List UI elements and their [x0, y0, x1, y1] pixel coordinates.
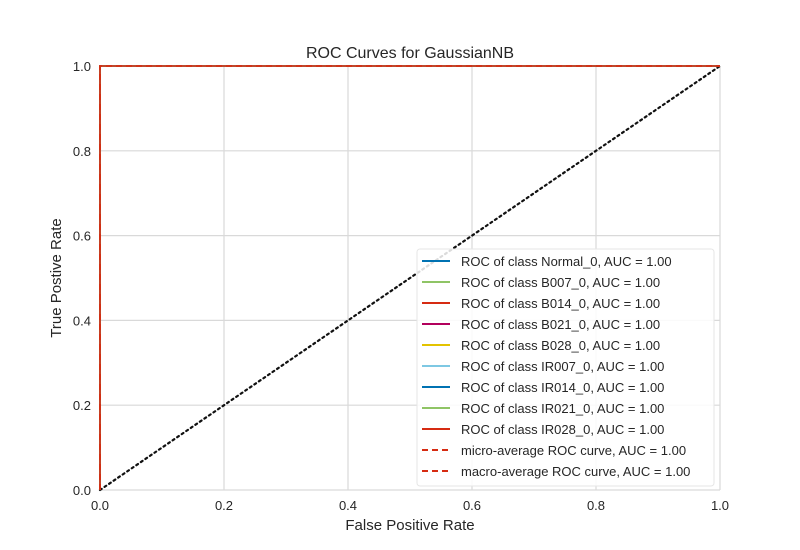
- reference-line-group: [98, 64, 722, 492]
- reference-diagonal-line: [98, 64, 722, 492]
- y-tick-label: 0.4: [73, 313, 91, 328]
- y-tick-label: 0.8: [73, 144, 91, 159]
- legend-label: ROC of class B014_0, AUC = 1.00: [461, 296, 660, 311]
- legend: ROC of class Normal_0, AUC = 1.00 ROC of …: [416, 248, 715, 487]
- x-axis-label: False Positive Rate: [345, 517, 474, 534]
- legend-label: ROC of class IR028_0, AUC = 1.00: [461, 422, 664, 437]
- x-tick-label: 0.4: [339, 498, 357, 513]
- x-tick-label: 0.2: [215, 498, 233, 513]
- x-tick-label: 0.8: [587, 498, 605, 513]
- legend-label: micro-average ROC curve, AUC = 1.00: [461, 443, 686, 458]
- x-tick-labels: 0.0 0.2 0.4 0.6 0.8 1.0: [91, 498, 729, 513]
- legend-label: macro-average ROC curve, AUC = 1.00: [461, 464, 690, 479]
- legend-label: ROC of class IR014_0, AUC = 1.00: [461, 380, 664, 395]
- legend-label: ROC of class B021_0, AUC = 1.00: [461, 317, 660, 332]
- y-tick-label: 0.0: [73, 483, 91, 498]
- x-tick-label: 0.0: [91, 498, 109, 513]
- legend-label: ROC of class IR021_0, AUC = 1.00: [461, 401, 664, 416]
- y-tick-labels: 0.0 0.2 0.4 0.6 0.8 1.0: [73, 59, 91, 498]
- x-tick-label: 1.0: [711, 498, 729, 513]
- chart-title: ROC Curves for GaussianNB: [306, 45, 514, 62]
- roc-curve-11: [99, 65, 720, 490]
- legend-label: ROC of class IR007_0, AUC = 1.00: [461, 359, 664, 374]
- x-tick-label: 0.6: [463, 498, 481, 513]
- y-tick-label: 0.6: [73, 229, 91, 244]
- y-axis-label: True Postive Rate: [48, 218, 65, 338]
- y-tick-label: 0.2: [73, 398, 91, 413]
- legend-label: ROC of class Normal_0, AUC = 1.00: [461, 254, 672, 269]
- roc-curves: [99, 65, 720, 490]
- legend-label: ROC of class B028_0, AUC = 1.00: [461, 338, 660, 353]
- legend-label: ROC of class B007_0, AUC = 1.00: [461, 275, 660, 290]
- legend-box: [416, 248, 715, 487]
- y-tick-label: 1.0: [73, 59, 91, 74]
